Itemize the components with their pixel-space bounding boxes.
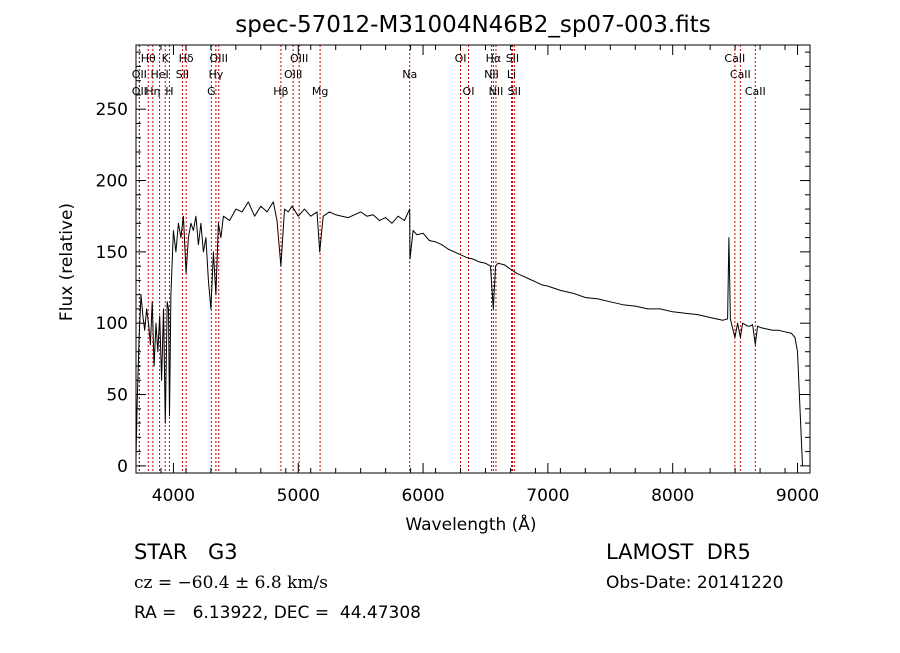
line-marker-label: Hγ: [208, 68, 223, 81]
line-marker-label: G: [207, 85, 216, 98]
line-marker-label: K: [162, 52, 170, 65]
line-marker-label: OIII: [284, 68, 302, 81]
x-tick-label: 6000: [401, 486, 444, 506]
line-marker-label: SII: [506, 52, 519, 65]
line-marker-label: CaII: [745, 85, 766, 98]
y-tick-label: 200: [96, 172, 128, 192]
line-marker-label: Hη: [145, 85, 160, 98]
x-tick-label: 9000: [776, 486, 819, 506]
line-marker-label: CaII: [730, 68, 751, 81]
line-marker-label: Li: [507, 68, 516, 81]
y-tick-label: 50: [106, 386, 128, 406]
line-marker-label: HeI: [150, 68, 168, 81]
line-marker-label: Hδ: [179, 52, 194, 65]
y-tick-label: 250: [96, 100, 128, 120]
y-axis-label: Flux (relative): [57, 203, 77, 321]
y-tick-label: 100: [96, 314, 128, 334]
line-marker-label: OIII: [210, 52, 228, 65]
line-marker-label: NII: [484, 68, 499, 81]
line-marker-label: SII: [176, 68, 189, 81]
x-axis-ticks: 4000 5000 6000 7000 8000 9000: [135, 45, 819, 506]
line-marker-label: SII: [508, 85, 521, 98]
line-marker-label: Hθ: [141, 52, 156, 65]
line-marker-label: H: [165, 85, 173, 98]
line-marker-label: Hα: [486, 52, 502, 65]
y-axis-ticks: 0 50 100 150 200 250: [96, 51, 810, 477]
x-tick-label: 8000: [651, 486, 694, 506]
spectrum-line: [135, 201, 803, 466]
line-markers: [138, 45, 756, 473]
line-marker-labels: Hθ K Hδ OIII OIII OI Hα SII CaII OII HeI SII Hγ OIII N…: [132, 52, 766, 98]
x-tick-label: 7000: [526, 486, 569, 506]
y-tick-label: 0: [117, 457, 128, 477]
plot-frame: [135, 44, 811, 474]
line-marker-label: Mg: [312, 85, 328, 98]
redshift-cz: cz = −60.4 ± 6.8 km/s: [134, 573, 328, 593]
line-marker-label: OII: [132, 68, 147, 81]
obs-date: Obs-Date: 20141220: [606, 573, 784, 593]
x-tick-label: 5000: [277, 486, 320, 506]
survey-label: LAMOST DR5: [606, 540, 751, 564]
object-subclass: G3: [208, 540, 238, 564]
spectrum-series: [135, 201, 803, 466]
line-marker-label: Hβ: [273, 85, 288, 98]
object-class: STAR: [134, 540, 188, 564]
line-marker-label: CaII: [724, 52, 745, 65]
ra-dec-coordinates: RA = 6.13922, DEC = 44.47308: [134, 603, 421, 623]
line-marker-label: OI: [463, 85, 475, 98]
chart-title: spec-57012-M31004N46B2_sp07-003.fits: [235, 12, 710, 38]
line-marker-label: NII: [489, 85, 504, 98]
x-tick-label: 4000: [152, 486, 195, 506]
y-tick-label: 150: [96, 243, 128, 263]
line-marker-label: OI: [455, 52, 467, 65]
line-marker-label: Na: [402, 68, 417, 81]
line-marker-label: OIII: [290, 52, 308, 65]
x-axis-label: Wavelength (Å): [405, 513, 536, 535]
